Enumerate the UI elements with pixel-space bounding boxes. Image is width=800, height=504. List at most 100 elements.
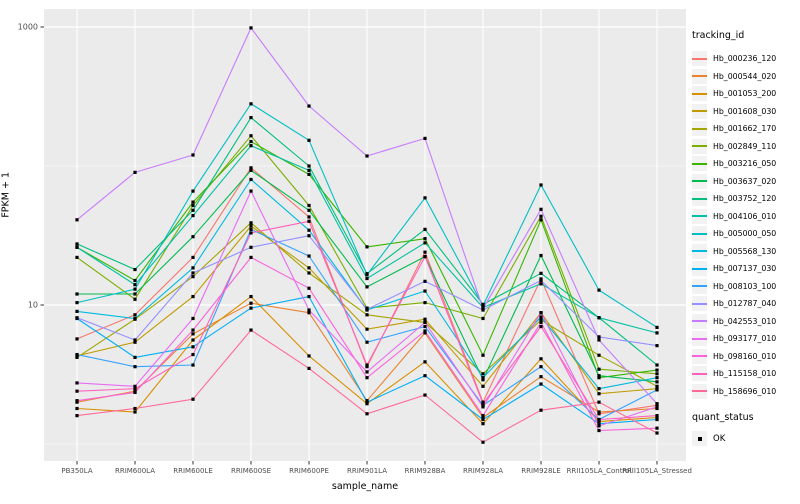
data-point bbox=[75, 301, 79, 305]
data-point bbox=[655, 331, 659, 335]
data-point bbox=[597, 338, 601, 342]
data-point bbox=[597, 387, 601, 391]
data-point bbox=[423, 331, 427, 335]
legend-key-swatch bbox=[692, 191, 707, 207]
data-point bbox=[539, 218, 543, 222]
legend-item-label: Hb_001662_170 bbox=[713, 124, 777, 134]
y-axis-title: FPKM + 1 bbox=[0, 171, 12, 218]
data-point bbox=[191, 332, 195, 336]
legend-line-icon bbox=[692, 92, 707, 95]
data-point bbox=[481, 417, 485, 422]
data-point bbox=[191, 352, 195, 357]
data-point bbox=[307, 208, 311, 212]
data-point bbox=[539, 320, 543, 324]
data-point bbox=[597, 353, 601, 357]
x-tick-label: RRIM600PE bbox=[289, 467, 329, 475]
data-point bbox=[133, 406, 137, 411]
data-point bbox=[481, 414, 485, 418]
data-point bbox=[307, 271, 311, 275]
legend-key-swatch bbox=[692, 68, 707, 84]
data-point bbox=[423, 393, 427, 397]
data-point bbox=[365, 313, 369, 317]
data-point bbox=[249, 168, 253, 172]
legend-item: Hb_098160_010 bbox=[692, 348, 798, 366]
data-point bbox=[539, 183, 543, 187]
legend-key-swatch bbox=[692, 208, 707, 224]
legend-key-swatch bbox=[692, 243, 707, 259]
data-point bbox=[539, 253, 543, 258]
data-point bbox=[597, 367, 601, 371]
data-point bbox=[365, 273, 369, 277]
legend-item-label: Hb_001053_200 bbox=[713, 89, 777, 99]
legend-item-label: Hb_042553_010 bbox=[713, 316, 777, 326]
legend-item: Hb_000236_120 bbox=[692, 50, 798, 68]
data-point bbox=[365, 307, 369, 311]
legend-item: Hb_000544_020 bbox=[692, 68, 798, 86]
data-point bbox=[365, 340, 369, 344]
data-point bbox=[249, 115, 253, 120]
y-tick-label: 1000 bbox=[18, 23, 38, 32]
data-point bbox=[597, 374, 601, 378]
legend-item-label: Hb_098160_010 bbox=[713, 351, 777, 361]
data-point bbox=[191, 363, 195, 367]
data-point bbox=[423, 196, 427, 200]
legend-item: Hb_158696_010 bbox=[692, 383, 798, 401]
data-point bbox=[75, 352, 79, 357]
data-point bbox=[75, 292, 79, 296]
data-point bbox=[307, 168, 311, 172]
data-point bbox=[133, 410, 137, 414]
data-point bbox=[423, 279, 427, 283]
data-point bbox=[307, 104, 311, 108]
data-point bbox=[423, 374, 427, 378]
data-point bbox=[539, 382, 543, 386]
data-point bbox=[423, 237, 427, 241]
data-point bbox=[365, 327, 369, 331]
legend-line-icon bbox=[692, 127, 707, 130]
data-point bbox=[481, 304, 485, 308]
legend-item-label: Hb_005568_130 bbox=[713, 246, 777, 256]
legend-line-icon bbox=[692, 372, 707, 375]
legend-key-swatch bbox=[692, 296, 707, 312]
data-point bbox=[365, 412, 369, 416]
data-point bbox=[597, 288, 601, 292]
legend-item: Hb_004106_010 bbox=[692, 208, 798, 226]
data-point bbox=[481, 402, 485, 406]
data-point bbox=[249, 134, 253, 138]
data-point bbox=[423, 136, 427, 140]
legend-key-swatch bbox=[692, 313, 707, 329]
data-point bbox=[481, 415, 485, 420]
data-point bbox=[423, 250, 427, 254]
data-point bbox=[365, 370, 369, 374]
data-point bbox=[75, 337, 79, 341]
data-point bbox=[539, 324, 543, 329]
data-point bbox=[539, 282, 543, 286]
data-point bbox=[539, 278, 543, 283]
data-point bbox=[423, 254, 427, 259]
legend-item: Hb_001608_030 bbox=[692, 103, 798, 121]
data-point bbox=[133, 365, 137, 369]
legend-key-swatch bbox=[692, 173, 707, 189]
data-point bbox=[191, 328, 195, 332]
legend-item-label: Hb_003216_050 bbox=[713, 159, 777, 169]
data-point bbox=[307, 234, 311, 238]
data-point bbox=[191, 271, 195, 275]
data-point bbox=[481, 384, 485, 388]
data-point bbox=[75, 414, 79, 418]
data-point bbox=[249, 189, 253, 193]
legend-items: Hb_000236_120 Hb_000544_020 Hb_001053_200 H… bbox=[692, 50, 798, 400]
legend-line-icon bbox=[692, 215, 707, 218]
legend-item-label: Hb_000544_020 bbox=[713, 71, 777, 81]
data-point bbox=[307, 164, 311, 168]
legend-line-icon bbox=[692, 75, 707, 78]
data-point bbox=[655, 414, 659, 418]
data-point bbox=[249, 231, 253, 235]
data-point bbox=[249, 227, 253, 231]
data-point bbox=[365, 363, 369, 367]
data-point bbox=[249, 144, 253, 148]
data-point bbox=[75, 309, 79, 313]
data-point bbox=[597, 316, 601, 320]
legend-key-swatch bbox=[692, 331, 707, 347]
data-point bbox=[307, 138, 311, 142]
data-point bbox=[481, 440, 485, 444]
